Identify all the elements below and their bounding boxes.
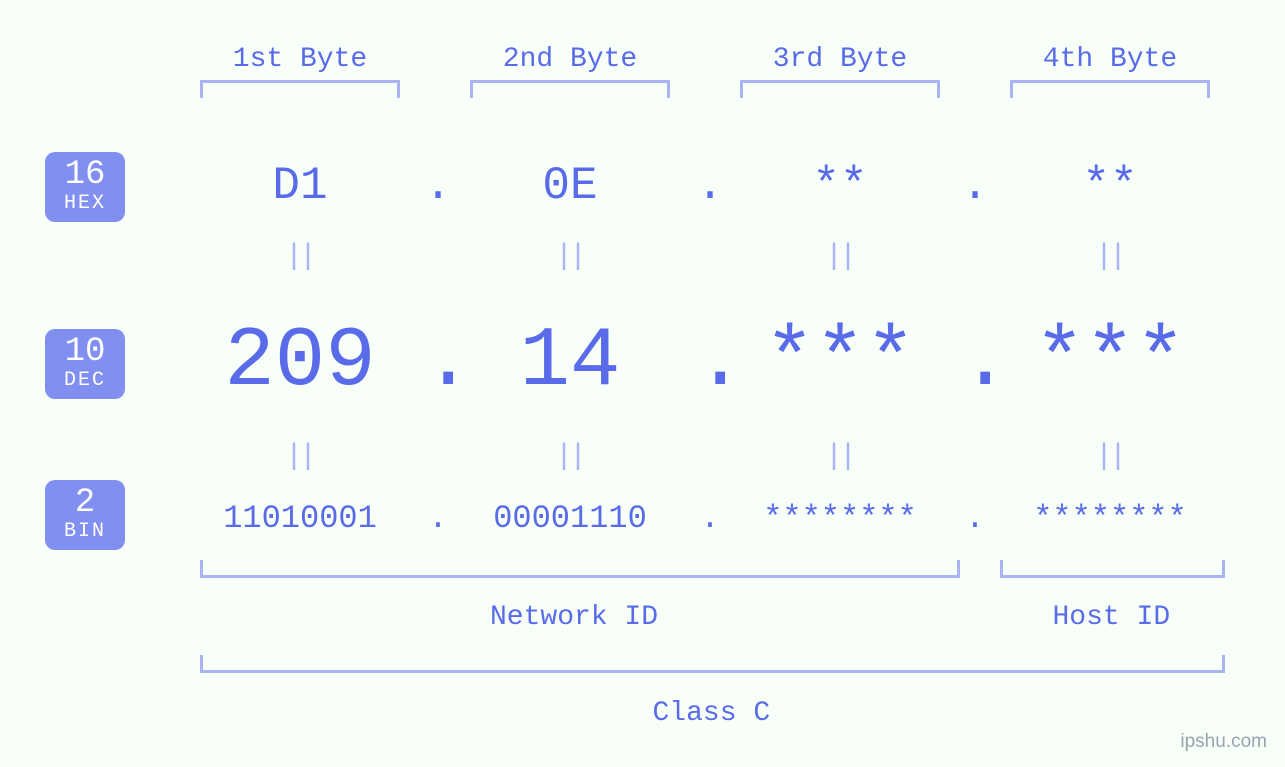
hex-dot-2: . [695,160,725,212]
eq1-1: || [285,240,313,274]
byte-bracket-4 [1010,80,1210,98]
dec-byte-1: 209 [185,315,415,410]
bin-byte-4: ******** [995,500,1225,537]
byte-header-2: 2nd Byte [455,44,685,75]
host-label: Host ID [1053,602,1171,633]
eq2-2: || [555,440,583,474]
bin-dot-2: . [695,500,725,537]
dec-byte-4: *** [995,315,1225,410]
eq1-3: || [825,240,853,274]
byte-bracket-2 [470,80,670,98]
badge-hex-label: HEX [45,194,125,214]
eq1-2: || [555,240,583,274]
eq2-4: || [1095,440,1123,474]
hex-dot-1: . [423,160,453,212]
byte-bracket-3 [740,80,940,98]
badge-dec: 10 DEC [45,329,125,399]
bin-dot-3: . [960,500,990,537]
hex-byte-4: ** [995,160,1225,212]
byte-header-3: 3rd Byte [725,44,955,75]
dec-byte-3: *** [725,315,955,410]
byte-bracket-1 [200,80,400,98]
badge-dec-label: DEC [45,371,125,391]
class-label: Class C [653,698,771,729]
eq1-4: || [1095,240,1123,274]
dec-dot-2: . [695,315,725,410]
network-bracket [200,560,960,578]
eq2-1: || [285,440,313,474]
bin-dot-1: . [423,500,453,537]
eq2-3: || [825,440,853,474]
bin-byte-2: 00001110 [455,500,685,537]
dec-dot-3: . [960,315,990,410]
badge-bin: 2 BIN [45,480,125,550]
watermark: ipshu.com [1180,731,1267,753]
badge-bin-num: 2 [45,486,125,520]
badge-hex: 16 HEX [45,152,125,222]
host-bracket [1000,560,1225,578]
badge-hex-num: 16 [45,158,125,192]
hex-byte-2: 0E [455,160,685,212]
bin-byte-3: ******** [725,500,955,537]
byte-header-1: 1st Byte [185,44,415,75]
dec-dot-1: . [423,315,453,410]
badge-bin-label: BIN [45,522,125,542]
hex-byte-1: D1 [185,160,415,212]
hex-byte-3: ** [725,160,955,212]
badge-dec-num: 10 [45,335,125,369]
hex-dot-3: . [960,160,990,212]
bin-byte-1: 11010001 [185,500,415,537]
class-bracket [200,655,1225,673]
dec-byte-2: 14 [455,315,685,410]
network-label: Network ID [490,602,658,633]
byte-header-4: 4th Byte [995,44,1225,75]
